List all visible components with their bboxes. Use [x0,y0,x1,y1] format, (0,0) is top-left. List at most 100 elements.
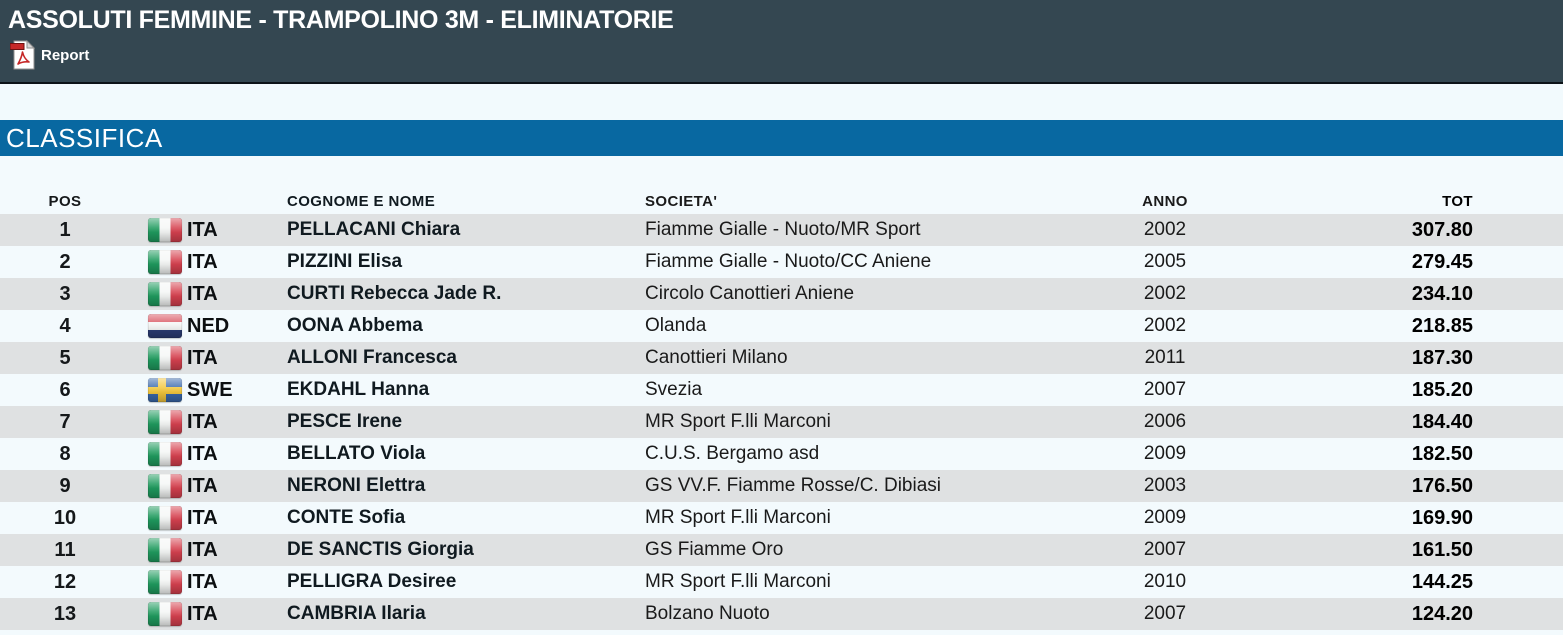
country-code: ITA [187,602,218,625]
country-flag-icon [148,250,182,274]
year-cell: 2010 [1143,571,1187,592]
table-row: 13 ITA CAMBRIA Ilaria Bolzano Nuoto 2007… [0,598,1563,630]
society-cell: Canottieri Milano [645,347,788,368]
table-row: 10 ITA CONTE Sofia MR Sport F.lli Marcon… [0,502,1563,534]
column-header-pos: POS [48,192,82,210]
country-cell: ITA [130,218,287,242]
page-header: ASSOLUTI FEMMINE - TRAMPOLINO 3M - ELIMI… [0,0,1563,84]
athlete-name-cell: BELLATO Viola [287,443,426,464]
column-header-name: COGNOME E NOME [287,192,436,210]
country-flag-icon [148,570,182,594]
report-link[interactable]: Report [0,40,89,70]
athlete-name-cell: PELLIGRA Desiree [287,571,457,592]
country-code: ITA [187,538,218,561]
country-cell: ITA [130,538,287,562]
country-cell: ITA [130,410,287,434]
position-cell: 2 [59,250,71,273]
position-cell: 3 [59,282,71,305]
section-bar-classifica: CLASSIFICA [0,120,1563,156]
athlete-name-cell: DE SANCTIS Giorgia [287,539,474,560]
total-score-cell: 279.45 [1411,250,1473,273]
total-score-cell: 185.20 [1411,378,1473,401]
page-title: ASSOLUTI FEMMINE - TRAMPOLINO 3M - ELIMI… [8,6,674,34]
year-cell: 2007 [1143,603,1187,624]
country-flag-icon [148,442,182,466]
table-row: 8 ITA BELLATO Viola C.U.S. Bergamo asd 2… [0,438,1563,470]
position-cell: 11 [54,538,76,561]
country-code: ITA [187,218,218,241]
country-flag-icon [148,282,182,306]
society-cell: MR Sport F.lli Marconi [645,571,831,592]
year-cell: 2009 [1143,507,1187,528]
country-cell: ITA [130,346,287,370]
country-flag-icon [148,346,182,370]
table-row: 7 ITA PESCE Irene MR Sport F.lli Marconi… [0,406,1563,438]
country-cell: ITA [130,602,287,626]
country-cell: ITA [130,474,287,498]
year-cell: 2002 [1143,219,1187,240]
society-cell: Bolzano Nuoto [645,603,770,624]
society-cell: MR Sport F.lli Marconi [645,411,831,432]
society-cell: Circolo Canottieri Aniene [645,283,855,304]
country-code: ITA [187,474,218,497]
country-cell: ITA [130,250,287,274]
athlete-name-cell: ALLONI Francesca [287,347,457,368]
country-flag-icon [148,378,182,402]
year-cell: 2011 [1144,347,1186,368]
results-table-body: 1 ITA PELLACANI Chiara Fiamme Gialle - N… [0,214,1563,630]
society-cell: Svezia [645,379,703,400]
country-flag-icon [148,602,182,626]
position-cell: 6 [59,378,71,401]
society-cell: Olanda [645,315,707,336]
column-header-society: SOCIETA' [645,192,718,210]
year-cell: 2009 [1143,443,1187,464]
position-cell: 8 [59,442,71,465]
year-cell: 2005 [1143,251,1187,272]
country-code: ITA [187,346,218,369]
country-cell: ITA [130,506,287,530]
athlete-name-cell: NERONI Elettra [287,475,426,496]
athlete-name-cell: PELLACANI Chiara [287,219,461,240]
country-flag-icon [148,410,182,434]
position-cell: 5 [59,346,71,369]
spacer [0,84,1563,120]
society-cell: C.U.S. Bergamo asd [645,443,820,464]
country-flag-icon [148,314,182,338]
report-link-label[interactable]: Report [41,46,90,64]
society-cell: Fiamme Gialle - Nuoto/CC Aniene [645,251,932,272]
country-cell: SWE [130,378,287,402]
total-score-cell: 234.10 [1411,282,1473,305]
society-cell: GS Fiamme Oro [645,539,784,560]
table-row: 2 ITA PIZZINI Elisa Fiamme Gialle - Nuot… [0,246,1563,278]
position-cell: 7 [59,410,71,433]
year-cell: 2003 [1143,475,1187,496]
year-cell: 2006 [1143,411,1187,432]
total-score-cell: 307.80 [1411,218,1473,241]
total-score-cell: 187.30 [1411,346,1473,369]
table-row: 3 ITA CURTI Rebecca Jade R. Circolo Cano… [0,278,1563,310]
pdf-icon[interactable] [10,40,35,70]
table-row: 1 ITA PELLACANI Chiara Fiamme Gialle - N… [0,214,1563,246]
athlete-name-cell: PIZZINI Elisa [287,251,403,272]
athlete-name-cell: CAMBRIA Ilaria [287,603,426,624]
country-cell: ITA [130,442,287,466]
country-code: ITA [187,410,218,433]
year-cell: 2007 [1143,539,1187,560]
position-cell: 1 [59,218,71,241]
position-cell: 12 [53,570,77,593]
country-flag-icon [148,538,182,562]
country-code: ITA [187,506,218,529]
country-code: NED [187,314,230,337]
table-row: 9 ITA NERONI Elettra GS VV.F. Fiamme Ros… [0,470,1563,502]
athlete-name-cell: PESCE Irene [287,411,403,432]
total-score-cell: 144.25 [1411,570,1473,593]
results-table: POS COGNOME E NOME SOCIETA' ANNO TOT 1 I… [0,188,1563,630]
country-code: ITA [187,282,218,305]
country-cell: ITA [130,570,287,594]
total-score-cell: 169.90 [1411,506,1473,529]
year-cell: 2002 [1143,283,1187,304]
total-score-cell: 182.50 [1411,442,1473,465]
country-code: ITA [187,250,218,273]
total-score-cell: 176.50 [1411,474,1473,497]
year-cell: 2002 [1143,315,1187,336]
